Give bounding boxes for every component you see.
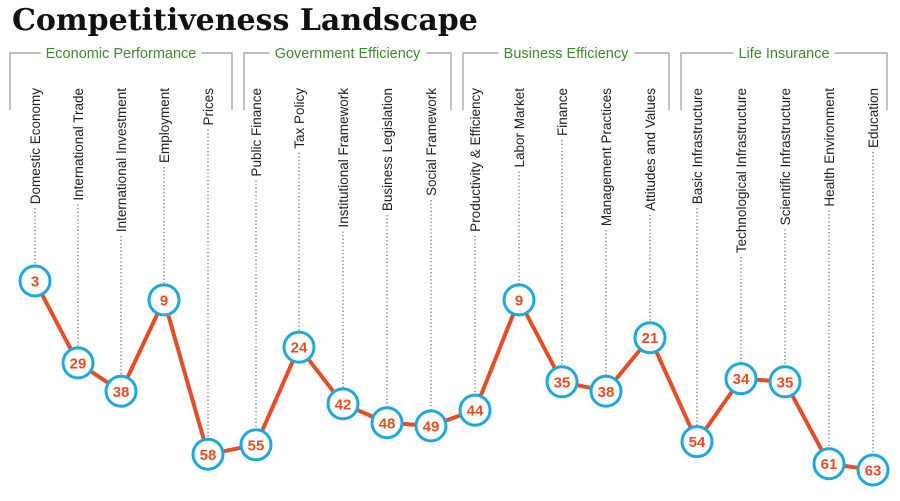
category-label-scientific-infrastructure: Scientific Infrastructure [778, 88, 793, 225]
data-point-public-finance: 55 [239, 428, 273, 462]
data-point-value: 38 [598, 384, 615, 401]
data-point-labor-market: 9 [502, 283, 536, 317]
data-point-value: 34 [733, 371, 750, 388]
data-point-circle [282, 330, 316, 364]
data-point-prices: 58 [191, 437, 225, 471]
data-point-business-legislation: 48 [370, 406, 404, 440]
group-label-life-insurance: Life Insurance [738, 46, 829, 62]
data-point-value: 55 [248, 437, 265, 454]
category-label-finance: Finance [555, 88, 570, 136]
data-point-circle [414, 409, 448, 443]
category-labels: Domestic Economy International Trade Inter… [28, 88, 881, 253]
category-label-tax-policy: Tax Policy [292, 88, 307, 149]
data-point-health-environment: 61 [812, 447, 846, 481]
data-point-value: 44 [467, 403, 484, 420]
data-point-tax-policy: 24 [282, 330, 316, 364]
category-label-productivity-and-efficiency: Productivity & Efficiency [468, 88, 483, 232]
data-point-social-framework: 49 [414, 409, 448, 443]
group-label-economic-performance: Economic Performance [46, 46, 197, 62]
group-label-backdrop [498, 45, 635, 63]
data-point-technological-infrastructure: 34 [724, 362, 758, 396]
data-point-attitudes-and-values: 21 [633, 321, 667, 355]
data-point-value: 61 [821, 456, 838, 473]
category-label-attitudes-and-values: Attitudes and Values [643, 88, 658, 211]
category-label-institutional-framework: Institutional Framework [336, 88, 351, 228]
data-point-circle [633, 321, 667, 355]
data-point-circle [589, 374, 623, 408]
data-point-circle [191, 437, 225, 471]
chart-title: Competitiveness Landscape [12, 3, 478, 38]
group-label-business-efficiency: Business Efficiency [504, 46, 629, 62]
data-point-institutional-framework: 42 [326, 387, 360, 421]
data-point-circle [326, 387, 360, 421]
category-label-public-finance: Public Finance [249, 88, 264, 177]
data-point-employment: 9 [147, 283, 181, 317]
data-point-circle [61, 346, 95, 380]
data-point-circle [104, 374, 138, 408]
data-point-basic-infrastructure: 54 [680, 425, 714, 459]
category-label-management-practices: Management Practices [599, 88, 614, 226]
data-point-value: 24 [291, 340, 308, 357]
category-label-international-trade: International Trade [71, 88, 86, 201]
category-label-prices: Prices [201, 88, 216, 126]
data-point-scientific-infrastructure: 35 [768, 365, 802, 399]
data-point-value: 58 [200, 447, 217, 464]
data-point-value: 38 [113, 384, 130, 401]
category-label-health-environment: Health Environment [822, 88, 837, 207]
group-label-government-efficiency: Government Efficiency [275, 46, 421, 62]
data-point-value: 63 [865, 463, 882, 480]
data-point-circle [147, 283, 181, 317]
group-brackets: Economic Performance Government Efficienc… [9, 45, 888, 110]
data-point-circle [370, 406, 404, 440]
data-point-value: 35 [777, 374, 794, 391]
data-point-management-practices: 38 [589, 374, 623, 408]
data-point-circle [18, 264, 52, 298]
data-point-circle [502, 283, 536, 317]
category-label-basic-infrastructure: Basic Infrastructure [690, 88, 705, 204]
data-point-circle [680, 425, 714, 459]
data-point-circle [458, 393, 492, 427]
data-point-finance: 35 [545, 365, 579, 399]
data-point-value: 9 [515, 292, 523, 309]
data-point-value: 3 [31, 274, 39, 291]
category-label-social-framework: Social Framework [424, 88, 439, 196]
data-point-value: 48 [379, 415, 396, 432]
data-point-value: 29 [70, 355, 87, 372]
data-point-circle [856, 453, 890, 487]
category-label-business-legislation: Business Legislation [380, 88, 395, 211]
category-label-labor-market: Labor Market [512, 88, 527, 168]
data-point-value: 42 [335, 396, 352, 413]
data-point-domestic-economy: 3 [18, 264, 52, 298]
category-label-employment: Employment [157, 88, 172, 163]
rank-markers: 3 29 38 9 58 55 24 42 48 49 44 9 35 38 21 54 34 35 61 63 [18, 264, 890, 487]
data-point-circle [812, 447, 846, 481]
data-point-value: 54 [689, 434, 706, 451]
group-label-backdrop [269, 45, 427, 63]
category-label-domestic-economy: Domestic Economy [28, 88, 43, 205]
data-point-value: 21 [642, 330, 659, 347]
group-label-backdrop [733, 45, 835, 63]
data-point-value: 49 [423, 418, 440, 435]
leader-lines [34, 129, 874, 455]
data-point-international-trade: 29 [61, 346, 95, 380]
category-label-technological-infrastructure: Technological Infrastructure [734, 88, 749, 253]
data-point-circle [724, 362, 758, 396]
data-point-international-investment: 38 [104, 374, 138, 408]
data-point-value: 35 [554, 374, 571, 391]
group-label-backdrop [40, 45, 202, 63]
category-label-international-investment: International Investment [114, 88, 129, 232]
data-point-circle [545, 365, 579, 399]
category-label-education: Education [866, 88, 881, 148]
data-point-productivity-and-efficiency: 44 [458, 393, 492, 427]
data-point-circle [239, 428, 273, 462]
data-point-education: 63 [856, 453, 890, 487]
data-point-circle [768, 365, 802, 399]
data-point-value: 9 [160, 292, 168, 309]
